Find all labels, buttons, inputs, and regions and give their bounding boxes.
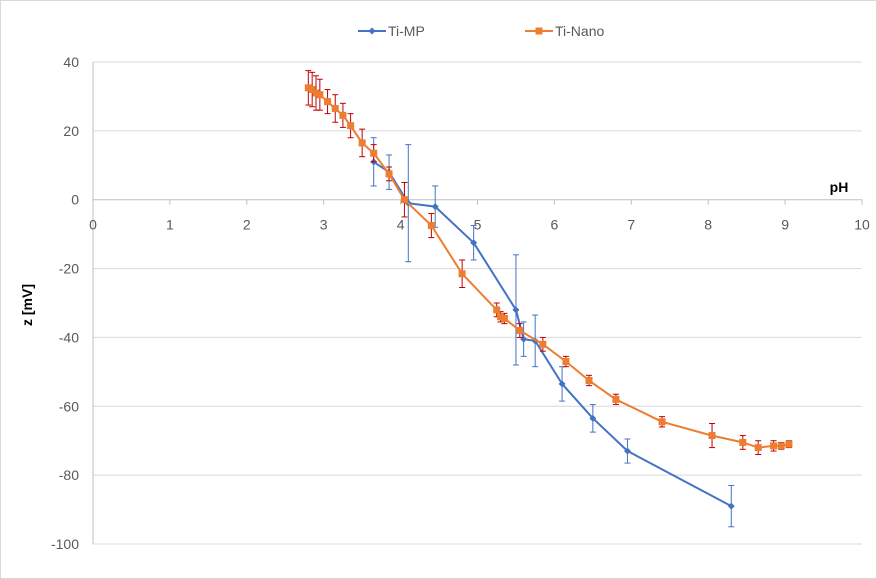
x-axis-label: pH xyxy=(830,179,849,195)
series-line-ti-nano xyxy=(307,86,790,449)
data-point xyxy=(497,313,505,321)
data-point xyxy=(458,270,466,278)
series-layer xyxy=(304,70,793,528)
tick-labels: 40 20 0 -20 -40 -60 -80 -100 0 1 2 3 4 5 6 7 8 9 10 xyxy=(51,54,870,552)
data-point xyxy=(400,196,408,204)
data-point xyxy=(516,327,524,335)
data-point xyxy=(385,170,393,178)
axes xyxy=(92,62,863,544)
data-point xyxy=(658,418,666,426)
series-ti-mp xyxy=(370,137,735,528)
data-point xyxy=(324,98,332,106)
data-point xyxy=(331,104,339,112)
x-tick-label: 3 xyxy=(320,217,328,233)
y-tick-label: -60 xyxy=(59,398,79,414)
data-point xyxy=(347,122,355,130)
legend-marker xyxy=(368,27,376,35)
legend-label: Ti-Nano xyxy=(555,23,604,39)
legend-item-ti-mp[interactable]: Ti-MP xyxy=(358,23,425,39)
data-point xyxy=(358,139,366,147)
series-line-ti-mp xyxy=(373,160,732,507)
data-point xyxy=(520,335,528,343)
data-point xyxy=(370,149,378,157)
data-point xyxy=(562,358,570,366)
data-point xyxy=(431,203,439,211)
data-point xyxy=(589,414,597,422)
series-ti-nano xyxy=(304,70,793,455)
error-bars-ti-nano xyxy=(305,70,792,455)
data-point xyxy=(727,502,735,510)
grid-lines xyxy=(93,61,862,545)
x-tick-label: 6 xyxy=(551,217,559,233)
error-bars-ti-mp xyxy=(370,137,735,528)
data-point xyxy=(316,91,324,99)
legend-item-ti-nano[interactable]: Ti-Nano xyxy=(525,23,604,39)
x-tick-label: 9 xyxy=(781,217,789,233)
data-point xyxy=(558,380,566,388)
x-tick-label: 7 xyxy=(627,217,635,233)
x-tick-label: 0 xyxy=(89,217,97,233)
y-tick-label: -40 xyxy=(59,329,79,345)
x-tick-label: 8 xyxy=(704,217,712,233)
y-tick-label: 40 xyxy=(63,54,79,70)
y-tick-label: -80 xyxy=(59,467,79,483)
y-tick-label: -20 xyxy=(59,261,79,277)
data-point xyxy=(308,86,316,94)
y-tick-label: 0 xyxy=(71,192,79,208)
y-tick-label: -100 xyxy=(51,536,79,552)
x-tick-label: 2 xyxy=(243,217,251,233)
data-point xyxy=(304,84,312,92)
data-point xyxy=(785,440,793,448)
legend-marker xyxy=(535,27,543,35)
data-point xyxy=(339,111,347,119)
data-point xyxy=(739,438,747,446)
data-point xyxy=(612,395,620,403)
y-tick-label: 20 xyxy=(63,123,79,139)
data-point xyxy=(623,447,631,455)
y-axis-label: z [mV] xyxy=(19,284,35,326)
x-tick-label: 4 xyxy=(397,217,405,233)
data-point xyxy=(312,89,320,97)
data-point xyxy=(539,340,547,348)
data-point xyxy=(512,306,520,314)
data-point xyxy=(493,306,501,314)
data-point xyxy=(770,442,778,450)
data-point xyxy=(500,314,508,322)
data-point xyxy=(754,444,762,452)
x-tick-label: 5 xyxy=(474,217,482,233)
x-tick-label: 1 xyxy=(166,217,174,233)
data-point xyxy=(427,222,435,230)
data-point xyxy=(585,376,593,384)
legend[interactable]: Ti-MP Ti-Nano xyxy=(358,23,604,39)
legend-label: Ti-MP xyxy=(388,23,425,39)
data-point xyxy=(708,432,716,440)
x-tick-label: 10 xyxy=(854,217,870,233)
data-point xyxy=(777,442,785,450)
data-point xyxy=(470,239,478,247)
